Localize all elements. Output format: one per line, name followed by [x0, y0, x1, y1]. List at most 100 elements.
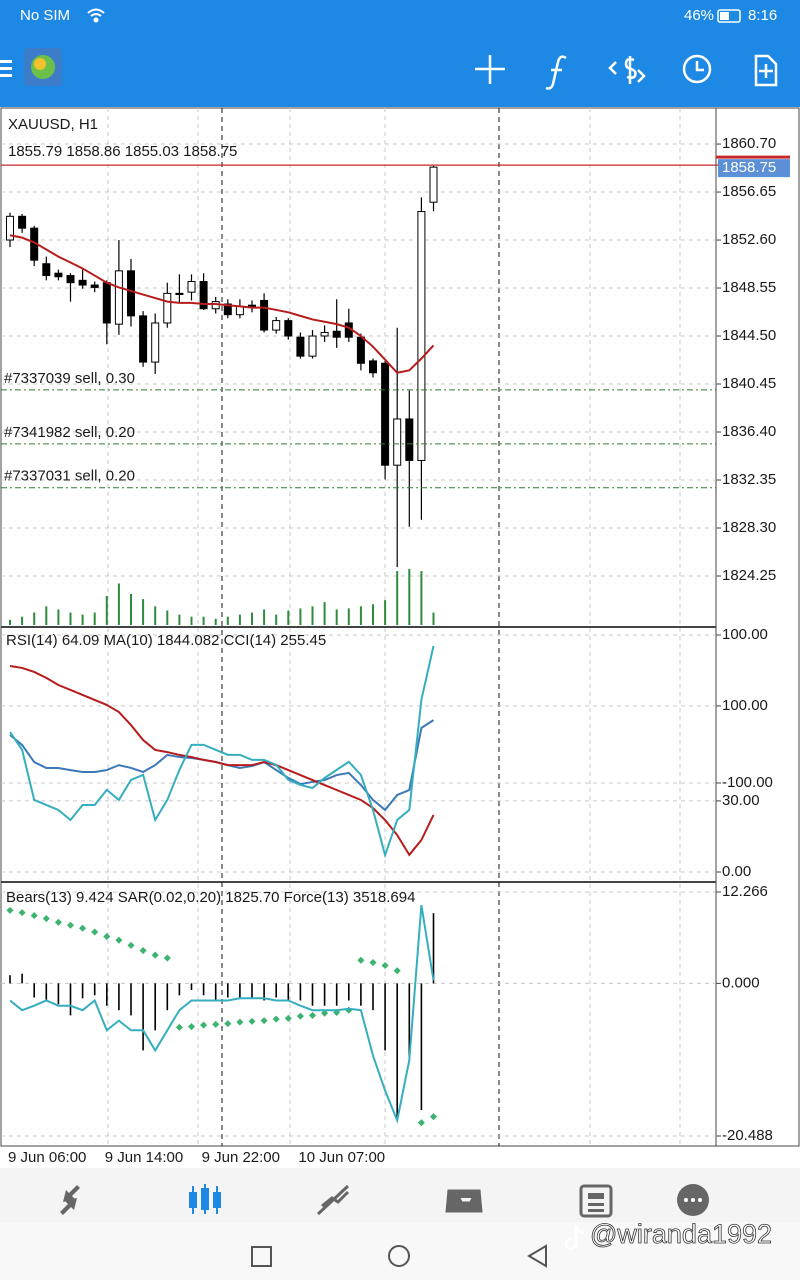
- y-tick-label: 1832.35: [722, 471, 776, 488]
- order-label: #7337031 sell, 0.20: [4, 468, 135, 485]
- y-tick-label: 1840.45: [722, 375, 776, 392]
- sar-dot: [6, 906, 14, 914]
- volume-bar: [117, 583, 120, 625]
- sar-dot: [163, 954, 171, 962]
- candle-body: [114, 270, 123, 325]
- chat-tab[interactable]: [677, 1184, 709, 1216]
- volume-bar: [69, 612, 72, 625]
- candle-body: [199, 280, 208, 310]
- candle-body: [272, 320, 281, 331]
- menu-button[interactable]: [0, 60, 12, 77]
- battery-level: 46%: [684, 7, 714, 24]
- y-tick-label: 100.00: [722, 697, 768, 714]
- volume-bar: [190, 616, 193, 625]
- volume-bar: [166, 610, 169, 625]
- sar-dot: [66, 921, 75, 929]
- symbols-button[interactable]: [608, 56, 646, 84]
- sar-dot: [224, 1020, 232, 1028]
- time-grid: [107, 108, 681, 1146]
- candle-body: [393, 418, 402, 466]
- news-tab[interactable]: [579, 1184, 613, 1218]
- sar-dot: [139, 947, 147, 955]
- timeframe-button[interactable]: [682, 54, 712, 84]
- volume-bar: [81, 614, 84, 625]
- app-bar: [0, 0, 800, 107]
- y-tick-label: 1860.70: [722, 135, 776, 152]
- candle-body: [296, 336, 305, 357]
- volume-bar: [287, 610, 290, 625]
- candle-body: [284, 320, 293, 337]
- sar-dot: [103, 932, 111, 940]
- candle-body: [90, 284, 99, 288]
- sar-dot: [284, 1014, 292, 1022]
- x-tick-label: 9 Jun 22:00: [202, 1149, 280, 1166]
- volume-bar: [202, 616, 205, 625]
- volume-bar: [323, 602, 326, 625]
- watermark: @wiranda1992: [590, 1219, 772, 1249]
- home-button[interactable]: [388, 1245, 410, 1267]
- candle-body: [42, 263, 51, 277]
- y-tick-label: 1828.30: [722, 519, 776, 536]
- volume-bar: [347, 608, 350, 625]
- carrier: No SIM: [20, 7, 70, 24]
- candle-body: [139, 315, 148, 363]
- sar-dot: [236, 1018, 244, 1026]
- volume-bar: [372, 604, 374, 625]
- trade-tab[interactable]: [316, 1184, 350, 1216]
- candle-body: [356, 336, 365, 364]
- chart-title: XAUUSD, H1: [8, 116, 98, 133]
- volume-bar: [263, 609, 266, 625]
- back-button[interactable]: [527, 1244, 547, 1268]
- ohlc-readout: 1855.79 1858.86 1855.03 1858.75: [8, 143, 237, 160]
- crosshair-button[interactable]: [475, 55, 505, 84]
- candle-body: [369, 360, 377, 374]
- y-tick-label: 1848.55: [722, 279, 776, 296]
- candle-body: [308, 335, 317, 357]
- indicator-line: [9, 645, 435, 859]
- volume-bar: [154, 606, 157, 625]
- order-label: #7341982 sell, 0.20: [4, 424, 135, 441]
- candle-body: [320, 331, 329, 337]
- sar-dot: [115, 936, 123, 944]
- sar-dot: [18, 909, 26, 917]
- volume-bar: [33, 612, 36, 625]
- sar-dot: [248, 1017, 256, 1025]
- volume-bar: [45, 606, 48, 625]
- sar-dot: [369, 958, 377, 967]
- sar-dot: [30, 912, 38, 920]
- plot-layer: 1824.25 1828.30 1832.35 1836.40 1840.45 1844.…: [1, 135, 790, 1166]
- indicators-button[interactable]: [545, 55, 567, 90]
- volume-bar: [408, 569, 411, 625]
- candle-body: [429, 166, 438, 203]
- sar-dot: [54, 918, 62, 926]
- y-tick-label: 0.00: [722, 863, 751, 880]
- volume-bar: [130, 593, 132, 625]
- volume-bar: [142, 599, 145, 625]
- quotes-tab[interactable]: [60, 1185, 80, 1215]
- candle-body: [332, 330, 341, 338]
- volume-bar: [396, 571, 399, 625]
- volume-bar: [105, 595, 108, 625]
- system-nav: [0, 1222, 800, 1280]
- recents-button[interactable]: [251, 1246, 272, 1267]
- sar-dot: [260, 1017, 268, 1025]
- candle-body: [223, 303, 232, 316]
- new-order-button[interactable]: [754, 54, 778, 87]
- watermark-logo: [564, 1225, 585, 1251]
- candle-body: [417, 211, 426, 461]
- y-tick-label: 12.266: [722, 883, 768, 900]
- y-tick-label: 1824.25: [722, 567, 776, 584]
- sar-dot: [308, 1011, 317, 1019]
- volume-bar: [384, 600, 387, 625]
- candle-body: [187, 280, 196, 293]
- chart-tab[interactable]: [189, 1184, 221, 1214]
- volume-bar: [335, 609, 338, 625]
- volume-bar: [21, 616, 24, 625]
- volume-bar: [238, 614, 241, 625]
- volume-bar: [251, 612, 253, 625]
- volume-bar: [311, 606, 314, 625]
- moving-average: [9, 234, 435, 374]
- app-logo[interactable]: [24, 48, 62, 86]
- history-tab[interactable]: [445, 1189, 483, 1213]
